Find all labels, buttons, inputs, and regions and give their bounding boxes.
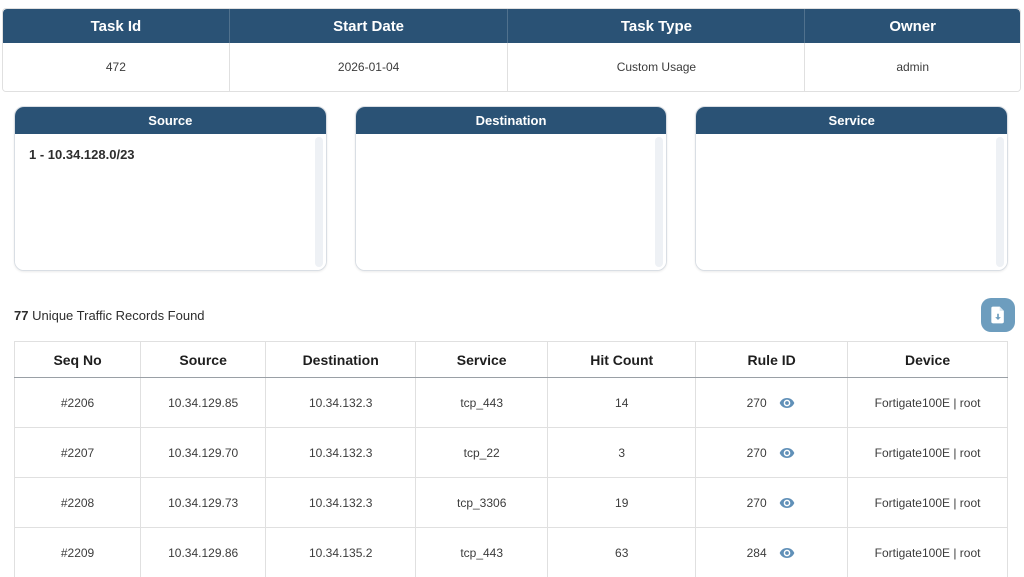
- source-panel: Source 1 - 10.34.128.0/23: [14, 106, 327, 271]
- view-rule-eye-icon[interactable]: [777, 395, 797, 411]
- task-id-header: Task Id: [3, 9, 230, 43]
- seq-no-cell: #2207: [14, 427, 142, 478]
- traffic-table-header-row: Seq No Source Destination Service Hit Co…: [14, 341, 1008, 378]
- device-column-header: Device: [847, 341, 1008, 378]
- table-row: #2206 10.34.129.85 10.34.132.3 tcp_443 1…: [14, 377, 1008, 428]
- task-info-value-row: 472 2026-01-04 Custom Usage admin: [3, 43, 1020, 91]
- table-row: #2208 10.34.129.73 10.34.132.3 tcp_3306 …: [14, 477, 1008, 528]
- download-report-button[interactable]: [981, 298, 1015, 332]
- service-cell: tcp_3306: [415, 477, 549, 528]
- rule-id-value: 270: [746, 395, 767, 410]
- owner-value: admin: [896, 60, 930, 74]
- device-cell: Fortigate100E | root: [874, 545, 981, 560]
- service-column-header: Service: [415, 341, 549, 378]
- source-panel-scrollbar[interactable]: [314, 137, 323, 267]
- task-id-value: 472: [3, 43, 230, 91]
- start-date-header: Start Date: [230, 9, 509, 43]
- source-cell: 10.34.129.85: [140, 377, 267, 428]
- rule-id-cell: 270: [695, 477, 849, 528]
- hit-count-column-header: Hit Count: [547, 341, 697, 378]
- seq-no-cell: #2206: [14, 377, 142, 428]
- destination-panel-scrollbar[interactable]: [655, 137, 664, 267]
- source-list-item: 1 - 10.34.128.0/23: [29, 147, 135, 162]
- service-panel-scrollbar[interactable]: [996, 137, 1005, 267]
- rule-id-value: 270: [746, 495, 767, 510]
- rule-id-value: 284: [746, 545, 767, 560]
- device-cell: Fortigate100E | root: [847, 427, 1008, 478]
- start-date-value: 2026-01-04: [230, 43, 509, 91]
- table-row: #2207 10.34.129.70 10.34.132.3 tcp_22 3 …: [14, 427, 1008, 478]
- service-panel-body: [696, 134, 1008, 270]
- hit-count-cell: 63: [547, 527, 697, 577]
- service-panel-title: Service: [696, 107, 1008, 134]
- service-cell: tcp_443: [415, 527, 549, 577]
- destination-panel-title: Destination: [355, 107, 667, 134]
- table-row: #2209 10.34.129.86 10.34.135.2 tcp_443 6…: [14, 527, 1008, 577]
- file-download-icon: [988, 305, 1008, 325]
- device-cell: Fortigate100E | root: [847, 377, 1008, 428]
- view-rule-eye-icon[interactable]: [777, 545, 797, 561]
- rule-id-cell: 284: [695, 527, 849, 577]
- task-type-header: Task Type: [508, 9, 806, 43]
- view-rule-eye-icon[interactable]: [777, 495, 797, 511]
- seq-no-cell: #2209: [14, 527, 142, 577]
- source-panel-title: Source: [15, 107, 326, 134]
- destination-panel-body: [355, 134, 667, 270]
- hit-count-cell: 3: [547, 427, 697, 478]
- destination-panel: Destination: [354, 106, 668, 271]
- source-cell: 10.34.129.73: [140, 477, 267, 528]
- view-rule-eye-icon[interactable]: [777, 445, 797, 461]
- records-count: 77: [14, 307, 29, 323]
- traffic-records-table: Seq No Source Destination Service Hit Co…: [14, 341, 1008, 577]
- source-column-header: Source: [140, 341, 267, 378]
- criteria-panels: Source 1 - 10.34.128.0/23 Destination Se…: [14, 106, 1009, 271]
- rule-id-cell: 270: [695, 377, 849, 428]
- service-panel: Service: [695, 106, 1009, 271]
- owner-header: Owner: [889, 17, 937, 35]
- records-label: Unique Traffic Records Found: [28, 307, 205, 323]
- service-cell: tcp_22: [415, 427, 549, 478]
- rule-id-value: 270: [746, 445, 767, 460]
- destination-cell: 10.34.132.3: [265, 427, 417, 478]
- rule-id-column-header: Rule ID: [695, 341, 849, 378]
- hit-count-cell: 19: [547, 477, 697, 528]
- destination-cell: 10.34.132.3: [265, 377, 417, 428]
- destination-cell: 10.34.132.3: [265, 477, 417, 528]
- task-type-value: Custom Usage: [508, 43, 806, 91]
- task-info-header-row: Task Id Start Date Task Type Owner: [3, 9, 1020, 43]
- seq-no-column-header: Seq No: [14, 341, 142, 378]
- seq-no-cell: #2208: [14, 477, 142, 528]
- records-bar: 77 Unique Traffic Records Found: [14, 298, 1015, 332]
- destination-cell: 10.34.135.2: [265, 527, 417, 577]
- source-cell: 10.34.129.86: [140, 527, 267, 577]
- source-panel-body: 1 - 10.34.128.0/23: [15, 134, 326, 270]
- source-cell: 10.34.129.70: [140, 427, 267, 478]
- task-info-table: Task Id Start Date Task Type Owner 472 2…: [2, 8, 1021, 92]
- service-cell: tcp_443: [415, 377, 549, 428]
- records-count-text: 77 Unique Traffic Records Found: [14, 308, 205, 323]
- hit-count-cell: 14: [547, 377, 697, 428]
- rule-id-cell: 270: [695, 427, 849, 478]
- device-cell: Fortigate100E | root: [847, 477, 1008, 528]
- destination-column-header: Destination: [265, 341, 417, 378]
